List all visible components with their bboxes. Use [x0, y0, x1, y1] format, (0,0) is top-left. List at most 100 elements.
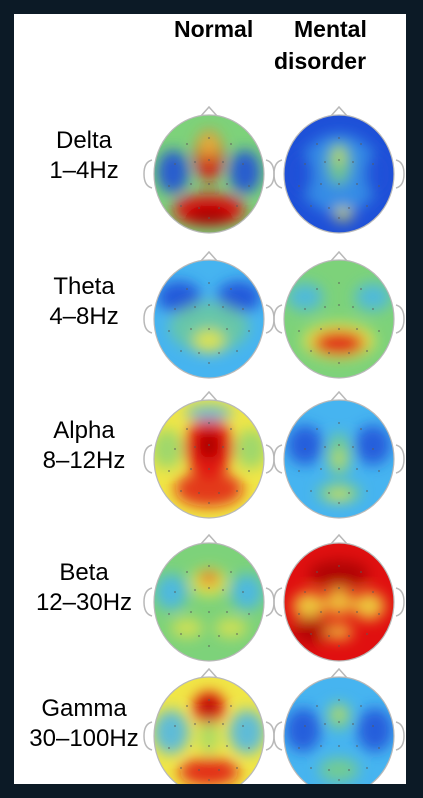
- electrode-dot: [230, 143, 232, 145]
- electrode-dot: [372, 308, 374, 310]
- ear-left-outline: [143, 444, 153, 474]
- electrode-dot: [208, 565, 210, 567]
- header-disorder: disorder: [274, 48, 367, 74]
- electrode-dot: [366, 205, 368, 207]
- electrode-dot: [194, 306, 196, 308]
- electrode-dot: [208, 444, 210, 446]
- nose-outline: [329, 667, 349, 680]
- electrode-dot: [208, 159, 210, 161]
- electrode-dot: [230, 705, 232, 707]
- electrode-dot: [320, 468, 322, 470]
- electrode-dot: [174, 308, 176, 310]
- electrode-dot: [328, 207, 330, 209]
- activity-blob: [229, 710, 264, 754]
- electrode-dot: [320, 745, 322, 747]
- electrode-dot: [348, 207, 350, 209]
- scalp-outline: [283, 259, 395, 379]
- topomap-theta-normal: [143, 250, 275, 379]
- activity-blob: [215, 618, 247, 638]
- electrode-dot: [338, 217, 340, 219]
- band-name-beta: Beta: [59, 559, 109, 586]
- electrode-dot: [304, 591, 306, 593]
- electrode-dot: [218, 492, 220, 494]
- ear-right-outline: [395, 587, 405, 617]
- topomap-beta-mental-disorder: [273, 533, 405, 662]
- band-range-gamma: 30–100Hz: [29, 725, 139, 752]
- electrode-dot: [366, 633, 368, 635]
- electrode-dot: [242, 448, 244, 450]
- electrode-dot: [352, 589, 354, 591]
- topomap-delta-mental-disorder: [273, 105, 405, 234]
- electrode-dot: [180, 205, 182, 207]
- electrode-dot: [320, 328, 322, 330]
- electrode-dot: [198, 492, 200, 494]
- electrode-dot: [310, 205, 312, 207]
- band-label-theta: Theta 4–8Hz: [14, 272, 154, 332]
- activity-blob: [235, 429, 264, 469]
- electrode-dot: [338, 745, 340, 747]
- electrode-dot: [324, 446, 326, 448]
- electrode-dot: [208, 502, 210, 504]
- band-range-beta: 12–30Hz: [35, 589, 133, 616]
- electrode-dot: [338, 362, 340, 364]
- ear-right-outline: [265, 587, 275, 617]
- activity-blob: [333, 451, 345, 467]
- electrode-dot: [324, 589, 326, 591]
- header-normal: Normal: [174, 16, 254, 42]
- electrode-dot: [218, 635, 220, 637]
- electrode-dot: [348, 769, 350, 771]
- electrode-dot: [174, 163, 176, 165]
- activity-blob: [293, 592, 325, 620]
- ear-left-outline: [143, 159, 153, 189]
- activity-blob: [293, 616, 329, 644]
- electrode-dot: [316, 571, 318, 573]
- electrode-dot: [174, 591, 176, 593]
- electrode-dot: [186, 143, 188, 145]
- electrode-dot: [298, 613, 300, 615]
- electrode-dot: [328, 492, 330, 494]
- scalp-outline: [153, 676, 265, 784]
- electrode-dot: [338, 611, 340, 613]
- electrode-dot: [328, 635, 330, 637]
- electrode-dot: [372, 448, 374, 450]
- electrode-dot: [248, 747, 250, 749]
- electrode-dot: [208, 328, 210, 330]
- ear-left-outline: [273, 444, 283, 474]
- band-range-delta: 1–4Hz: [49, 157, 119, 184]
- band-label-alpha: Alpha 8–12Hz: [14, 416, 154, 476]
- electrode-dot: [298, 747, 300, 749]
- activity-blob: [287, 425, 323, 465]
- activity-blob: [199, 571, 219, 585]
- band-name-gamma: Gamma: [41, 695, 127, 722]
- electrode-dot: [226, 183, 228, 185]
- electrode-dot: [180, 767, 182, 769]
- electrode-dot: [226, 745, 228, 747]
- ear-left-outline: [143, 304, 153, 334]
- ear-right-outline: [265, 304, 275, 334]
- ear-left-outline: [273, 159, 283, 189]
- electrode-dot: [348, 352, 350, 354]
- electrode-dot: [208, 183, 210, 185]
- electrode-dot: [338, 183, 340, 185]
- band-label-beta: Beta 12–30Hz: [14, 558, 154, 618]
- nose-outline: [199, 105, 219, 118]
- electrode-dot: [198, 207, 200, 209]
- header-mental: Mental: [294, 16, 367, 42]
- scalp-outline: [153, 259, 265, 379]
- electrode-dot: [378, 613, 380, 615]
- topomap-alpha-mental-disorder: [273, 390, 405, 519]
- topomap-alpha-normal: [143, 390, 275, 519]
- electrode-dot: [222, 446, 224, 448]
- band-name-delta: Delta: [55, 127, 113, 154]
- electrode-dot: [226, 468, 228, 470]
- activity-blob: [231, 574, 263, 610]
- electrode-dot: [168, 185, 170, 187]
- ear-right-outline: [265, 721, 275, 751]
- electrode-dot: [360, 288, 362, 290]
- electrode-dot: [236, 205, 238, 207]
- electrode-dot: [242, 591, 244, 593]
- electrode-dot: [168, 330, 170, 332]
- activity-blob: [199, 718, 219, 754]
- electrode-dot: [208, 362, 210, 364]
- electrode-dot: [198, 352, 200, 354]
